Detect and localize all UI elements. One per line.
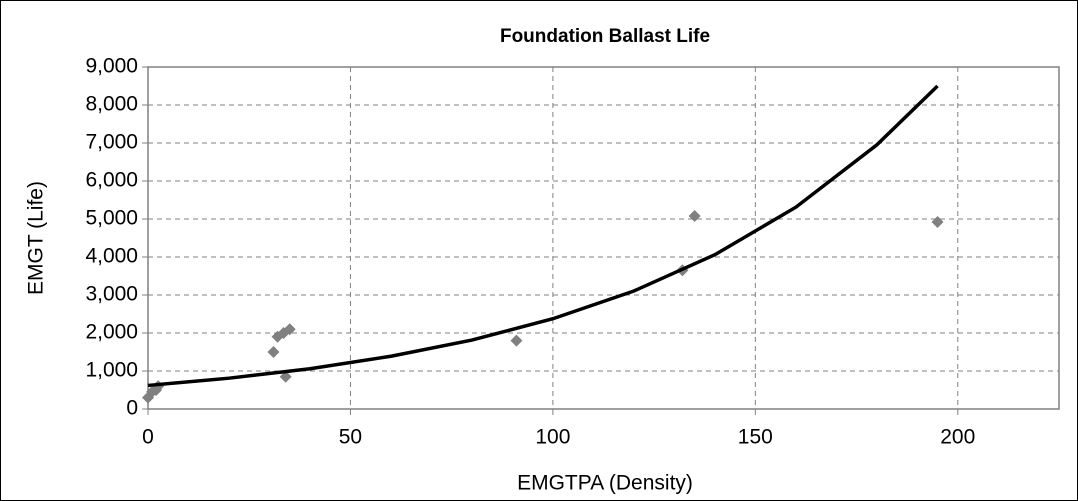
scatter-point: [510, 334, 523, 347]
y-tick-label: 7,000: [85, 131, 138, 154]
y-tick-label: 8,000: [85, 93, 138, 116]
scatter-point: [688, 209, 701, 222]
y-tick-label: 9,000: [85, 55, 138, 78]
y-tick-label: 1,000: [85, 359, 138, 382]
chart-title: Foundation Ballast Life: [500, 26, 710, 47]
y-tick-label: 3,000: [85, 283, 138, 306]
scatter-point: [931, 216, 944, 229]
plot-area: [147, 66, 1060, 410]
y-axis-label: EMGT (Life): [25, 181, 48, 295]
x-axis-label: EMGTPA (Density): [517, 472, 693, 495]
y-tick-label: 5,000: [85, 207, 138, 230]
x-tick-label: 0: [142, 426, 154, 449]
x-tick-label: 50: [339, 426, 362, 449]
y-tick-label: 4,000: [85, 245, 138, 268]
y-tick-label: 2,000: [85, 321, 138, 344]
scatter-point: [279, 370, 292, 383]
trend-line: [147, 84, 939, 388]
scatter-point: [283, 323, 296, 336]
scatter-point: [267, 346, 280, 358]
x-tick-label: 150: [738, 426, 773, 449]
x-tick-label: 100: [535, 426, 570, 449]
x-tick-label: 200: [940, 426, 975, 449]
y-tick-label: 0: [126, 397, 138, 420]
y-tick-label: 6,000: [85, 169, 138, 192]
